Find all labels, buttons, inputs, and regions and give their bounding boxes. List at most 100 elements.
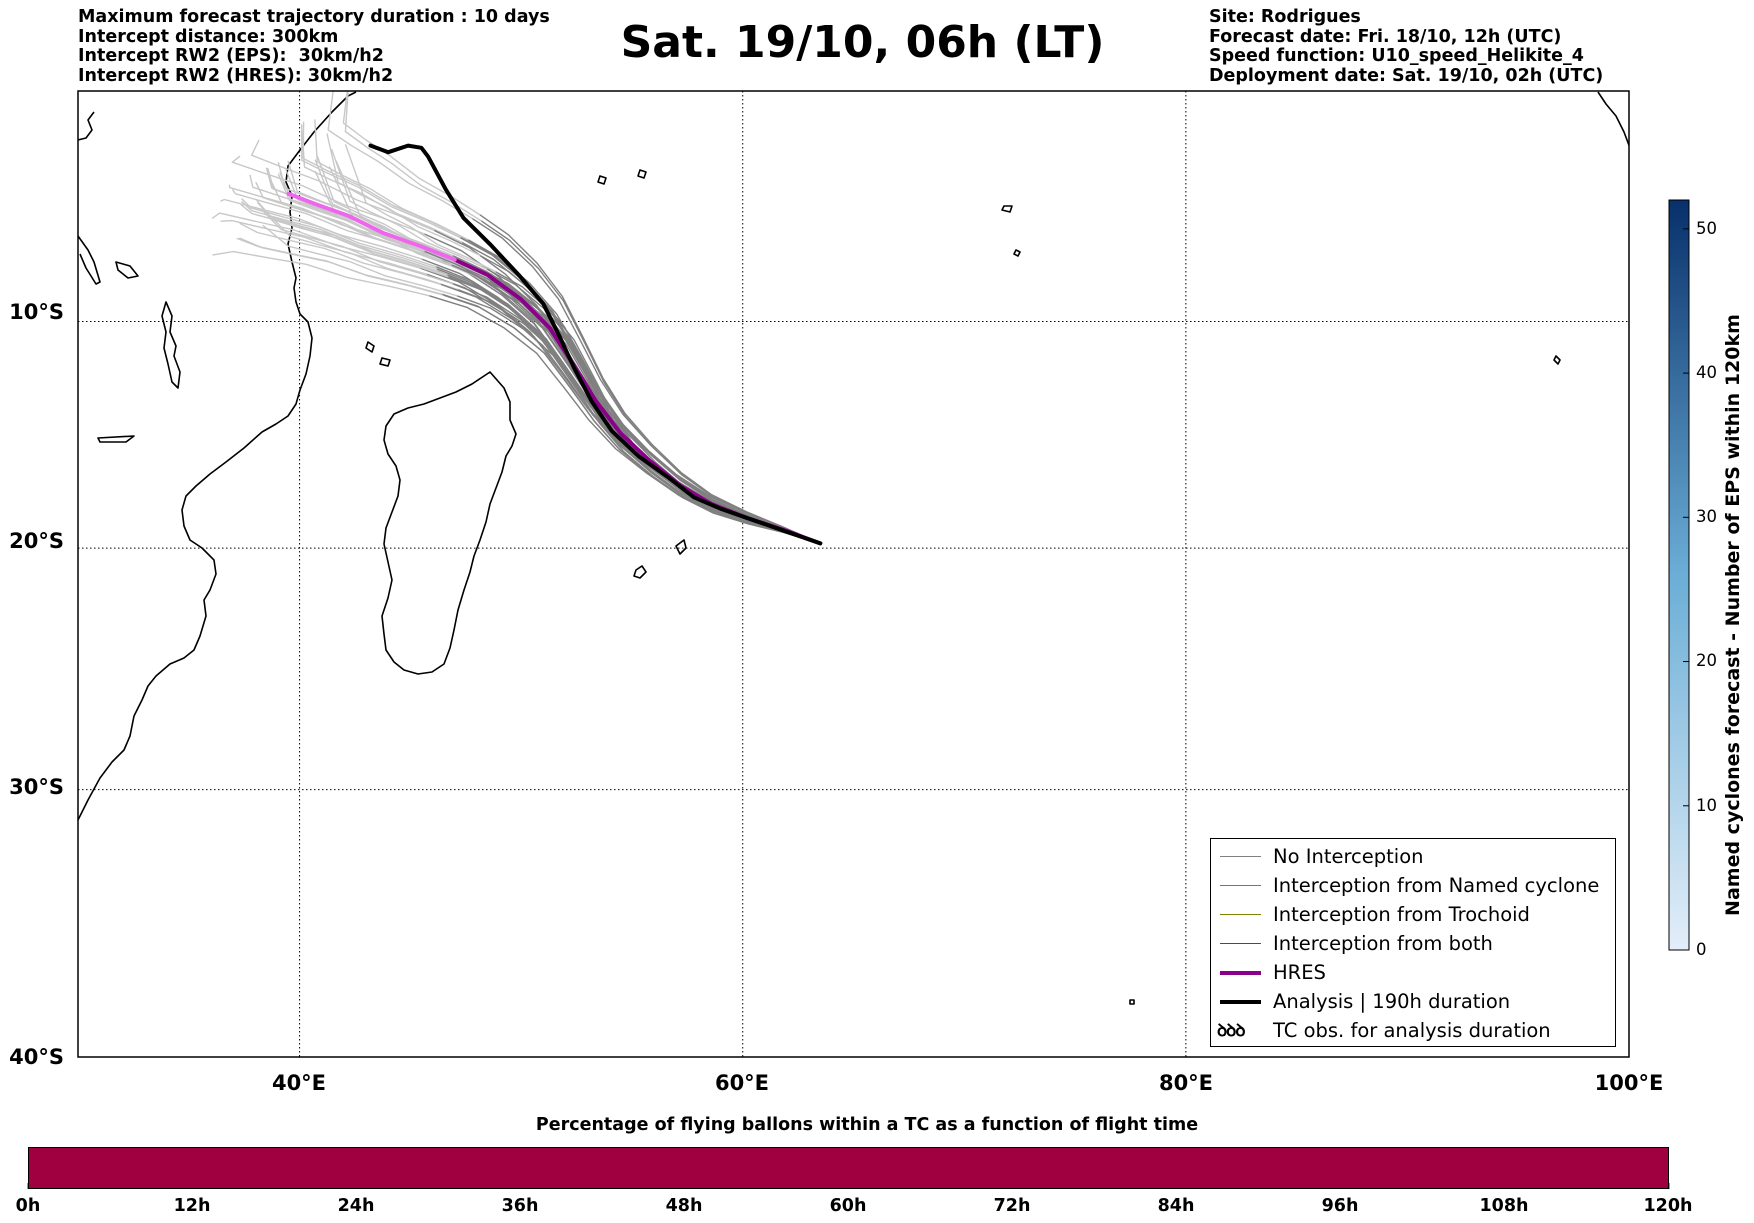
colorbar-label: Named cyclones forecast - Number of EPS … bbox=[1722, 314, 1744, 916]
legend-swatch bbox=[1220, 914, 1261, 916]
legend-swatch bbox=[1220, 1000, 1261, 1004]
sumatra-fragment bbox=[1597, 91, 1629, 148]
madagascar-island bbox=[381, 371, 517, 675]
seychelles-island-2 bbox=[597, 175, 607, 185]
legend-label: Interception from both bbox=[1273, 932, 1493, 955]
map-legend: No Interception Interception from Named … bbox=[1210, 838, 1616, 1047]
lon-label: 60°E bbox=[714, 1071, 770, 1095]
colorbar-tick: 30 bbox=[1696, 507, 1717, 526]
eps-trajectory-late bbox=[228, 184, 425, 252]
eps-trajectory-late bbox=[277, 173, 457, 266]
eps-trajectory-late bbox=[301, 130, 463, 243]
chagos-island bbox=[1001, 205, 1013, 213]
legend-swatch bbox=[1220, 943, 1261, 945]
legend-label: Interception from Named cyclone bbox=[1273, 874, 1600, 897]
analysis-trajectory bbox=[368, 143, 823, 546]
legend-item: No Interception bbox=[1211, 843, 1615, 872]
hres-trajectory-late bbox=[286, 191, 457, 262]
eps-trajectory bbox=[471, 217, 821, 545]
header-right-line: Deployment date: Sat. 19/10, 02h (UTC) bbox=[1209, 65, 1604, 86]
header-right-line: Site: Rodrigues bbox=[1209, 7, 1361, 27]
legend-label: Analysis | 190h duration bbox=[1273, 990, 1511, 1013]
lon-label: 100°E bbox=[1594, 1071, 1664, 1095]
legend-swatch bbox=[1220, 856, 1261, 858]
header-left-line: Intercept RW2 (HRES): 30km/h2 bbox=[78, 65, 394, 86]
eps-trajectory-late bbox=[314, 170, 482, 279]
eps-trajectory-late bbox=[211, 212, 421, 269]
maldives-island bbox=[1013, 249, 1021, 257]
lat-label: 30°S bbox=[9, 775, 64, 799]
trajectory-tracks bbox=[211, 91, 823, 546]
eps-trajectory bbox=[451, 283, 821, 545]
eps-trajectory-late bbox=[250, 139, 435, 231]
legend-item: Interception from both bbox=[1211, 930, 1615, 959]
colorbar-tick-marks bbox=[1683, 228, 1689, 951]
legend-label: No Interception bbox=[1273, 845, 1424, 868]
eps-trajectory-late bbox=[335, 160, 494, 281]
cocos-island bbox=[1553, 355, 1561, 365]
lat-label: 20°S bbox=[9, 529, 64, 553]
header-right-line: Forecast date: Fri. 18/10, 12h (UTC) bbox=[1209, 26, 1562, 47]
eps-trajectory-late bbox=[261, 209, 454, 285]
colorbar bbox=[1668, 199, 1690, 951]
lake-fragment bbox=[115, 261, 139, 279]
legend-swatch bbox=[1220, 971, 1261, 975]
legend-item: Analysis | 190h duration bbox=[1211, 988, 1615, 1017]
eps-trajectory-late bbox=[257, 202, 449, 278]
header-right-line: Speed function: U10_speed_Helikite_4 bbox=[1209, 46, 1584, 67]
comoros-island-2 bbox=[379, 357, 391, 367]
bottom-tick: 36h bbox=[501, 1196, 539, 1216]
eps-trajectory bbox=[441, 293, 821, 545]
bottom-tick: 120h bbox=[1643, 1196, 1693, 1216]
mauritius-island bbox=[675, 539, 687, 555]
bottom-tick: 12h bbox=[173, 1196, 211, 1216]
bottom-tick: 108h bbox=[1479, 1196, 1529, 1216]
eps-trajectory-late bbox=[212, 250, 430, 297]
bottom-tick: 48h bbox=[665, 1196, 703, 1216]
map-frame bbox=[77, 90, 1630, 1058]
zanzibar-island bbox=[161, 301, 181, 389]
legend-label: HRES bbox=[1273, 961, 1326, 984]
legend-item: ꝺꝺꝺ TC obs. for analysis duration bbox=[1211, 1017, 1615, 1046]
colorbar-tick: 0 bbox=[1696, 940, 1707, 959]
eps-trajectory-late bbox=[301, 124, 461, 239]
page-title: Sat. 19/10, 06h (LT) bbox=[620, 17, 1105, 68]
bottom-tick: 0h bbox=[15, 1196, 41, 1216]
flight-time-bar bbox=[28, 1147, 1669, 1189]
bottom-tick: 96h bbox=[1321, 1196, 1359, 1216]
legend-label: TC obs. for analysis duration bbox=[1273, 1019, 1551, 1042]
reunion-island bbox=[633, 565, 647, 579]
lat-label: 10°S bbox=[9, 300, 64, 324]
header-left-info: Maximum forecast trajectory duration : 1… bbox=[78, 7, 550, 86]
eps-trajectory-late bbox=[236, 237, 443, 295]
cyclone-symbol-icon: ꝺꝺꝺ bbox=[1217, 1021, 1246, 1041]
bottom-tick: 60h bbox=[829, 1196, 867, 1216]
legend-item: Interception from Trochoid bbox=[1211, 901, 1615, 930]
bottom-bar-title: Percentage of flying ballons within a TC… bbox=[535, 1115, 1199, 1135]
legend-label: Interception from Trochoid bbox=[1273, 903, 1530, 926]
eps-trajectory bbox=[467, 238, 821, 545]
arabia-coast bbox=[78, 111, 95, 141]
seychelles-island bbox=[637, 169, 647, 179]
colorbar-tick: 40 bbox=[1696, 363, 1717, 382]
eps-trajectory-late bbox=[327, 91, 473, 220]
amsterdam-island bbox=[1129, 999, 1135, 1005]
somalia-horn-fragment bbox=[78, 235, 101, 285]
eps-trajectory-late bbox=[331, 148, 488, 270]
bottom-tick: 84h bbox=[1157, 1196, 1195, 1216]
eps-trajectory-late bbox=[241, 201, 438, 270]
east-africa-lake bbox=[97, 435, 135, 443]
colorbar-tick: 20 bbox=[1696, 651, 1717, 670]
colorbar-tick: 50 bbox=[1696, 219, 1717, 238]
lon-label: 40°E bbox=[271, 1071, 327, 1095]
legend-item: HRES bbox=[1211, 959, 1615, 988]
eps-trajectory-late bbox=[241, 198, 437, 268]
bottom-tick: 24h bbox=[337, 1196, 375, 1216]
header-left-line: Intercept RW2 (EPS): 30km/h2 bbox=[78, 46, 384, 67]
eps-trajectory-late bbox=[316, 156, 480, 269]
colorbar-tick: 10 bbox=[1696, 796, 1717, 815]
comoros-island bbox=[365, 341, 375, 353]
lon-label: 80°E bbox=[1158, 1071, 1214, 1095]
eps-trajectory-late bbox=[314, 119, 469, 241]
eps-trajectory-late bbox=[239, 222, 442, 285]
